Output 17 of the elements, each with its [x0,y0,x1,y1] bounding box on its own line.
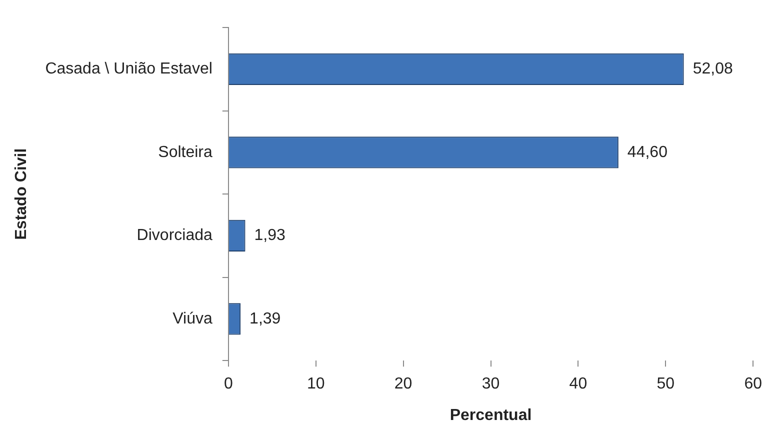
x-tick-label: 20 [394,376,412,393]
data-label: 1,93 [254,227,286,244]
y-tick-label: Viúva [172,310,213,328]
data-label: 44,60 [627,144,668,161]
data-label: 52,08 [692,60,733,78]
y-tick-label: Casada \ União Estavel [45,60,212,78]
x-tick-label: 0 [224,376,233,393]
x-tick-label: 60 [744,376,762,393]
y-tick-label: Divorciada [136,227,212,244]
x-tick-label: 40 [569,376,588,393]
x-axis-title: Percentual [450,406,532,424]
data-label: 1,39 [250,310,281,328]
y-axis-title: Estado Civil [13,148,30,240]
x-tick-label: 30 [482,376,500,393]
y-tick-label: Solteira [158,144,213,161]
x-tick-label: 10 [306,376,325,393]
x-tick-label: 50 [656,376,675,393]
